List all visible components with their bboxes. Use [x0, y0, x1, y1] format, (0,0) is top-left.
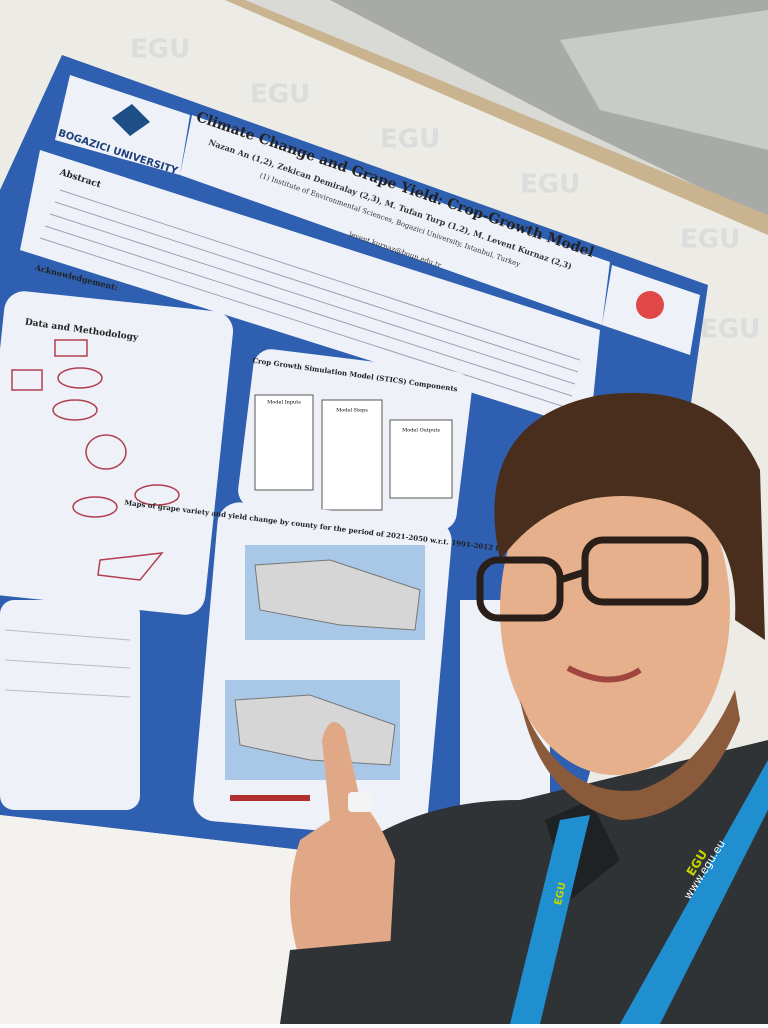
watermarks: EGU EGU EGU EGU EGU EGU [130, 35, 760, 345]
watermark: EGU [680, 225, 740, 255]
mouth [566, 665, 642, 683]
partner-logo [636, 291, 664, 319]
legend-bar [230, 795, 310, 801]
watermark: EGU [700, 315, 760, 345]
model-inputs: Model Inputs [267, 400, 301, 406]
beard [520, 690, 740, 820]
face [500, 445, 730, 775]
hair [494, 392, 765, 640]
sleeve [280, 940, 420, 1024]
plaster [348, 792, 372, 812]
methods-box [0, 291, 234, 615]
outputs-box [389, 419, 453, 499]
flowchart [11, 339, 180, 581]
abstract-box [20, 150, 600, 430]
watermark: EGU [520, 170, 580, 200]
board-frame [225, 0, 768, 235]
steps-box [321, 399, 383, 511]
university-logo [112, 104, 150, 136]
watermark: EGU [380, 125, 440, 155]
model-outputs: Model Outputs [402, 428, 440, 434]
inputs-box [254, 394, 314, 491]
lanyard-right [620, 760, 768, 1024]
thumbs-up-hand [290, 722, 395, 971]
table-lines [4, 629, 131, 698]
table-box [0, 600, 140, 810]
lanyard-left [510, 815, 590, 1024]
model-steps: Model Steps [336, 408, 368, 414]
turkey-map [234, 694, 396, 766]
glasses [476, 536, 709, 622]
turkey-map [254, 559, 421, 631]
watermark: EGU [250, 80, 310, 110]
lanyard-logo: EGU [553, 881, 569, 906]
header-box [180, 115, 610, 325]
abstract-text [39, 189, 581, 409]
watermark: EGU [130, 35, 190, 65]
duct [560, 10, 768, 150]
